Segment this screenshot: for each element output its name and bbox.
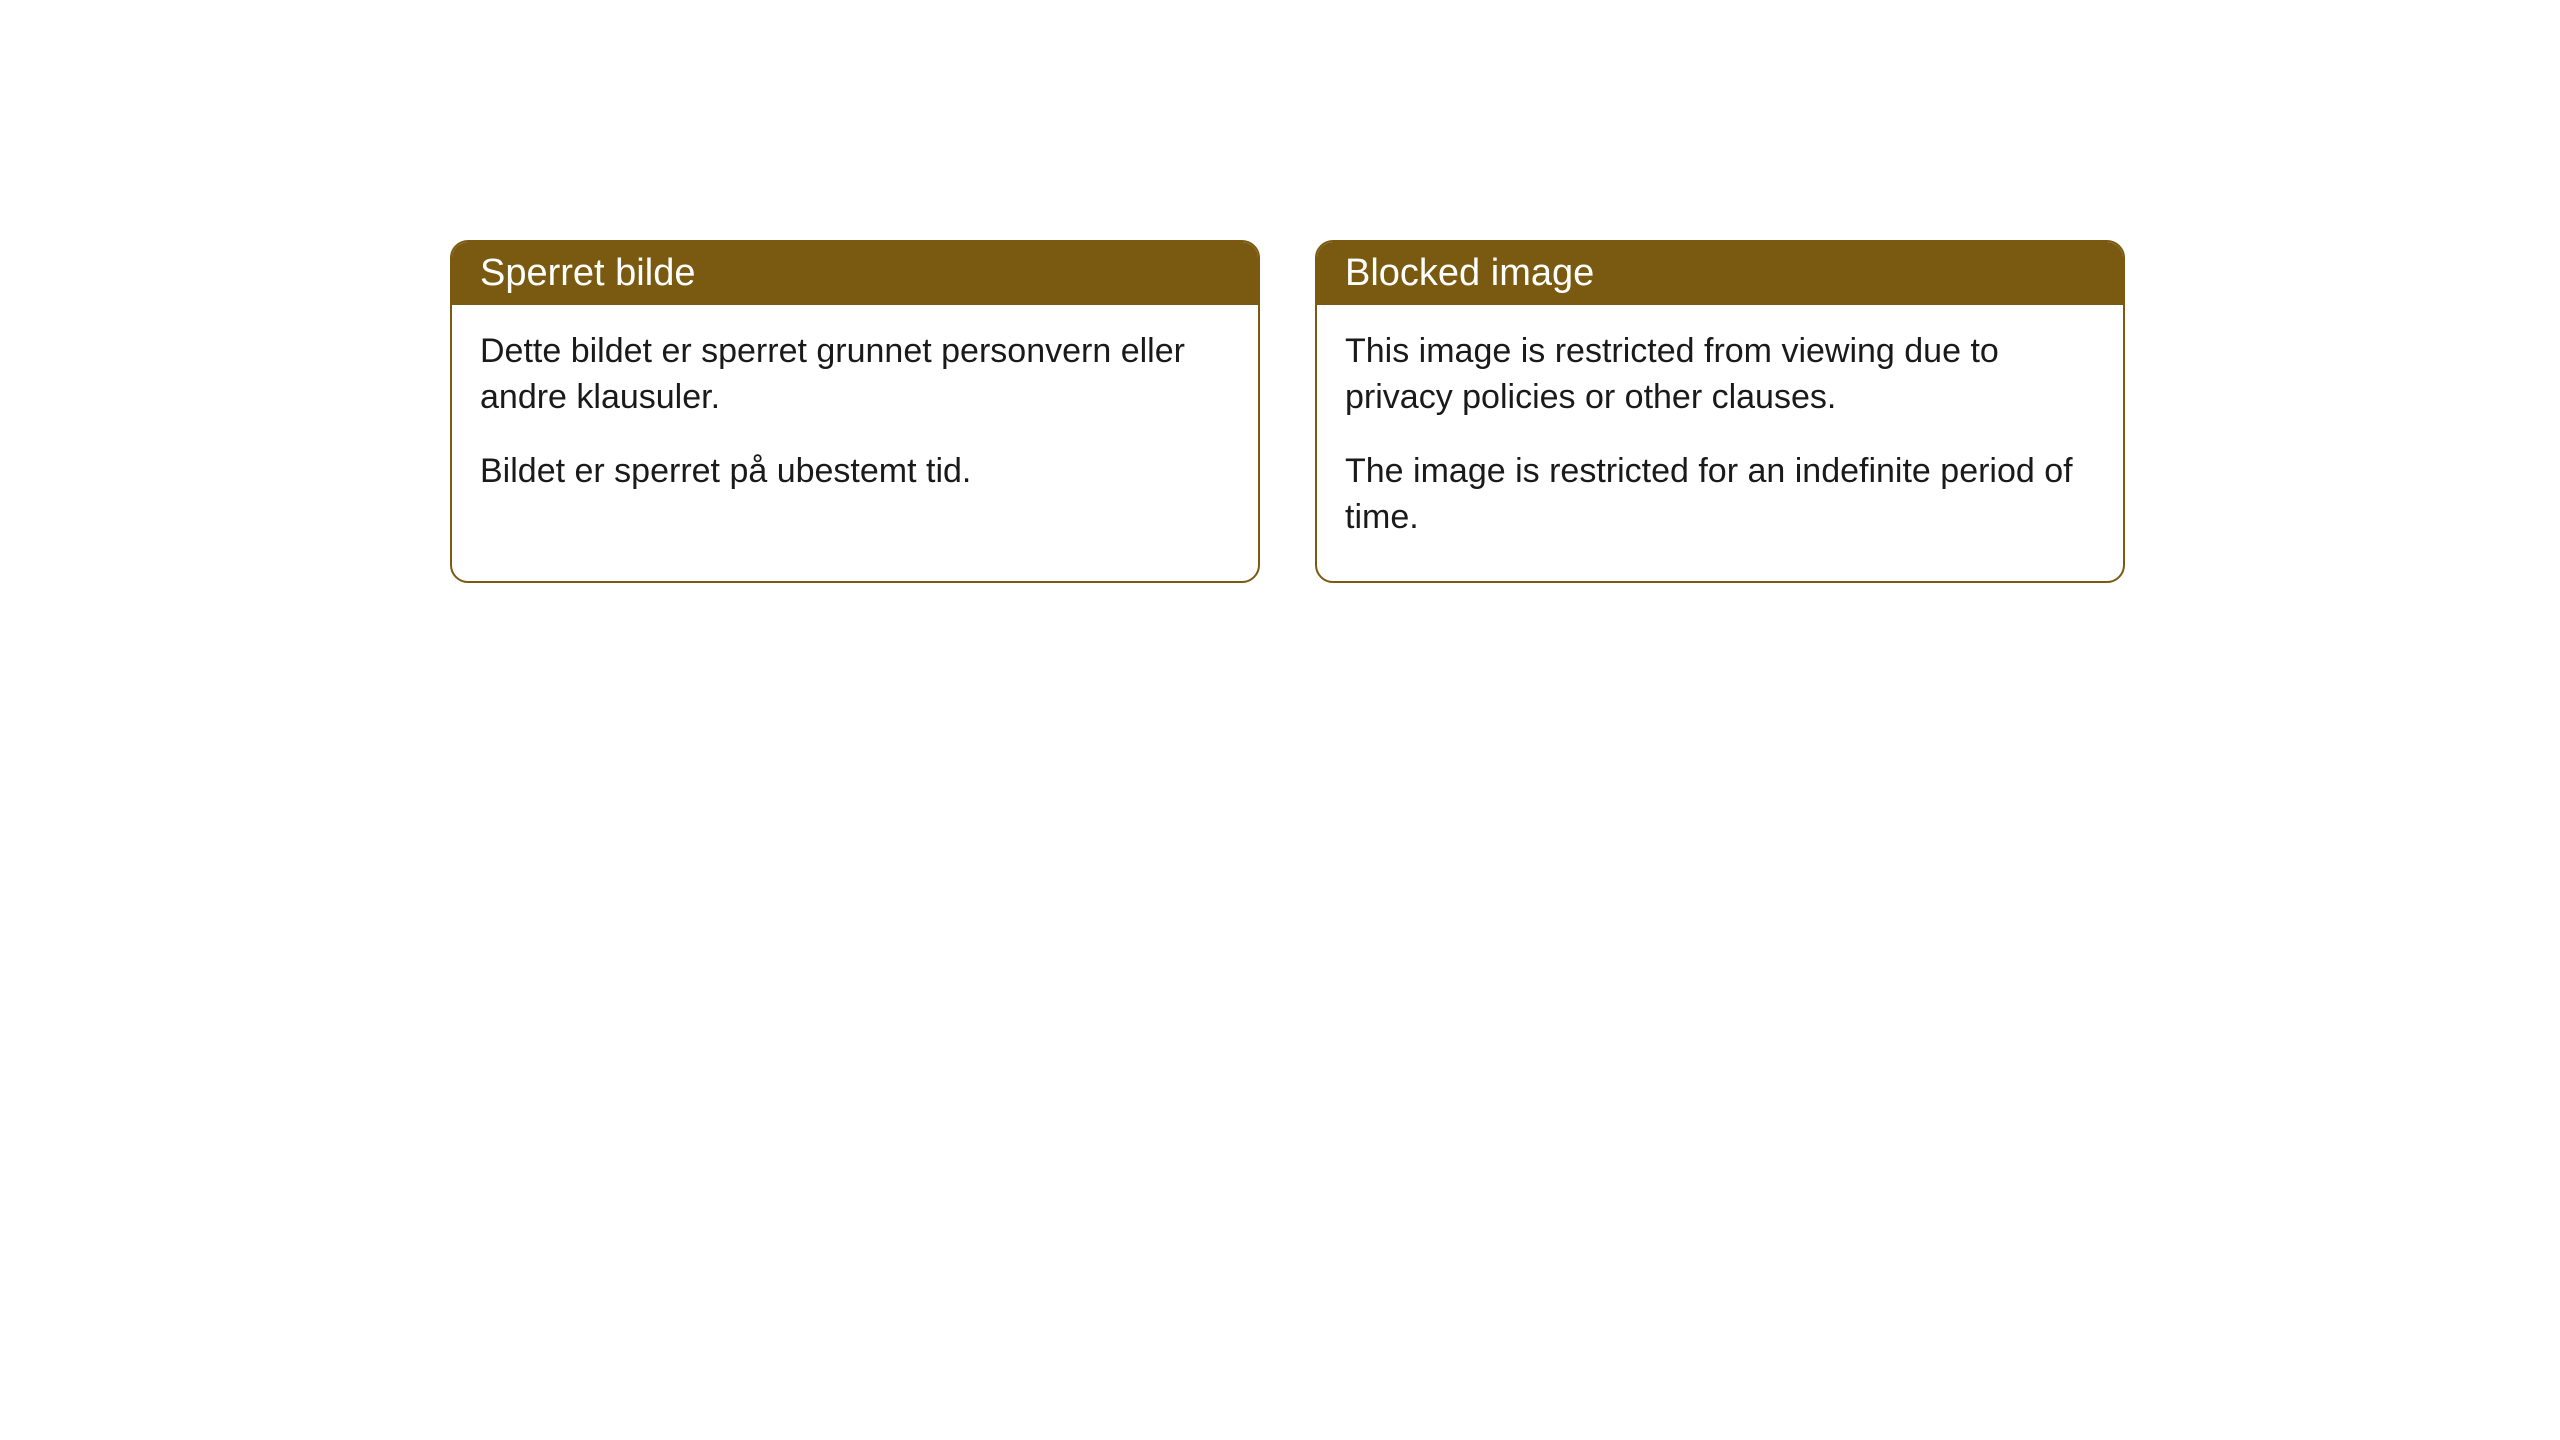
card-header-no: Sperret bilde: [452, 242, 1258, 305]
card-paragraph-1-no: Dette bildet er sperret grunnet personve…: [480, 329, 1230, 421]
notice-cards-container: Sperret bilde Dette bildet er sperret gr…: [0, 0, 2560, 583]
card-body-en: This image is restricted from viewing du…: [1317, 305, 2123, 581]
card-paragraph-2-no: Bildet er sperret på ubestemt tid.: [480, 449, 1230, 495]
blocked-image-card-en: Blocked image This image is restricted f…: [1315, 240, 2125, 583]
card-paragraph-1-en: This image is restricted from viewing du…: [1345, 329, 2095, 421]
card-paragraph-2-en: The image is restricted for an indefinit…: [1345, 449, 2095, 541]
card-header-en: Blocked image: [1317, 242, 2123, 305]
card-body-no: Dette bildet er sperret grunnet personve…: [452, 305, 1258, 535]
blocked-image-card-no: Sperret bilde Dette bildet er sperret gr…: [450, 240, 1260, 583]
